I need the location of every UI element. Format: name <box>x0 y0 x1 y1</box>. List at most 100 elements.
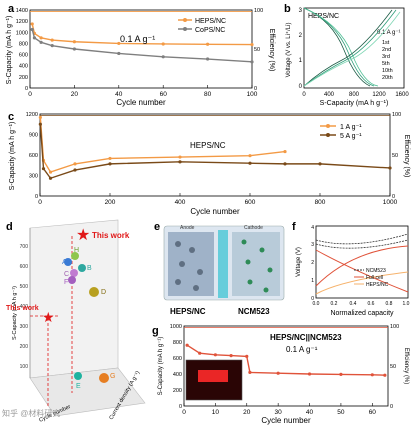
x-tick-label: 20 <box>243 409 251 416</box>
z-tick-700: 700 <box>20 244 29 250</box>
legend-f-1: NCM523 <box>366 268 386 274</box>
data-point <box>229 354 233 358</box>
f-xtick-3: 0.6 <box>368 301 375 307</box>
x-tick-label: 0 <box>38 199 42 206</box>
legend-marker-cops <box>183 27 187 31</box>
legend-cops: CoPS/NC <box>195 27 225 34</box>
chart-b: b HEPS/NC 0.1 A g⁻¹ 1st 2nd 3rd 5th 10th… <box>284 3 409 107</box>
f-xtick-0: 0.0 <box>313 301 320 307</box>
y-tick-label: 900 <box>29 133 38 139</box>
y-tick-label: 300 <box>29 174 38 180</box>
title-g: HEPS/NC||NCM523 <box>270 333 342 342</box>
x-tick-label: 60 <box>160 91 168 98</box>
x-axis-label-f: Normalized capacity <box>330 310 394 317</box>
y-tick-label: 600 <box>173 356 182 362</box>
cathode-particles <box>241 239 273 293</box>
y2-tick-label: 100 <box>254 8 263 14</box>
z-ticks: 100 200 300 400 500 600 700 <box>20 244 29 370</box>
y-axis-label-f: Voltage (V) <box>296 247 302 277</box>
point-b-icon <box>78 264 86 272</box>
panel-a-label: a <box>8 3 15 15</box>
z-tick-300: 300 <box>20 324 29 330</box>
y2-tick-label: 50 <box>390 364 396 370</box>
z-tick-100: 100 <box>20 364 29 370</box>
y2-tick-label: 50 <box>392 153 398 159</box>
legend-marker-5a <box>326 133 330 137</box>
x-axis-label-a: Cycle number <box>116 98 166 107</box>
y-ticks-f: 0 1 2 3 4 <box>311 225 314 302</box>
y-axis-label-a: S-Capacity (mA h g⁻¹) <box>6 16 13 85</box>
plot-frame-f <box>315 225 409 299</box>
f-ytick-2: 2 <box>311 260 314 266</box>
z-tick-200: 200 <box>20 344 29 350</box>
b-ytick-2: 2 <box>299 33 303 39</box>
x-tick-label: 200 <box>105 199 116 206</box>
legend-b-5: 10th <box>382 68 393 74</box>
x-tick-label: 30 <box>275 409 283 416</box>
panel-a: a 0 20 40 60 80 100 0 200 400 600 800 1000 1200 1400 0… <box>0 0 282 108</box>
this-work-top: This work <box>92 231 130 240</box>
point-c-icon <box>70 269 78 277</box>
data-point <box>318 162 322 166</box>
curve-ncm523 <box>315 233 409 245</box>
chart-f: f NCM523 Full cell HEPS/NC 0 1 2 3 4 0.0… <box>292 221 410 317</box>
charge-discharge-curves <box>303 7 401 87</box>
b-xtick-0: 0 <box>302 92 306 98</box>
y-tick-label: 1400 <box>16 8 28 14</box>
b-xtick-1: 400 <box>324 92 335 98</box>
x-tick-label: 40 <box>115 91 123 98</box>
star-icon-top: ★ <box>76 227 90 244</box>
curve-ncm523-b <box>315 239 409 249</box>
y2-tick-label: 0 <box>392 194 395 200</box>
data-point <box>41 167 46 171</box>
y-tick-label: 0 <box>179 404 182 410</box>
legend-f: NCM523 Full cell HEPS/NC <box>354 268 389 288</box>
y-tick-label: 1000 <box>170 324 182 330</box>
y2-axis-label-a: Efficiency (%) <box>268 29 275 72</box>
title-b: HEPS/NC <box>308 13 339 20</box>
data-point <box>161 55 165 59</box>
y2-tick-label: 100 <box>392 112 401 118</box>
x-axis-label-b: S-Capacity (mA h g⁻¹) <box>320 100 389 107</box>
separator <box>218 230 228 298</box>
f-xtick-1: 0.2 <box>331 301 338 307</box>
anode-caption: HEPS/NC <box>170 307 206 316</box>
x-tick-label: 1000 <box>383 199 398 206</box>
y-tick-label: 800 <box>173 340 182 346</box>
plot-frame-b <box>303 7 405 89</box>
data-point <box>250 42 254 47</box>
data-point <box>370 373 374 377</box>
curve-full-cell-b <box>315 249 409 293</box>
data-point <box>213 353 217 357</box>
z-tick-400: 400 <box>20 304 29 310</box>
x-tick-label: 0 <box>182 409 186 416</box>
title-c: HEPS/NC <box>190 141 226 150</box>
chart-c: c 0 200 400 600 800 100003006009001200050100 … <box>8 111 410 216</box>
y-tick-label: 0 <box>35 194 38 200</box>
point-f-icon <box>68 276 76 284</box>
battery-illustration: e Anode Cathode HEPS/NC NCM523 <box>154 221 285 316</box>
plot-frame-a <box>29 9 253 89</box>
watermark: 知乎 @材料研究 <box>2 409 61 418</box>
data-point <box>117 41 121 46</box>
f-ytick-4: 4 <box>311 225 314 231</box>
x-ticks-b: 0 400 800 1200 1600 <box>302 92 409 98</box>
plot-frame-c <box>39 113 391 197</box>
data-point <box>39 36 43 40</box>
x-tick-label: 100 <box>247 91 258 98</box>
data-point <box>283 149 287 154</box>
y-axis-label-b: Voltage (V vs. Li⁺/Li) <box>285 23 292 78</box>
data-point <box>383 373 387 377</box>
point-a-icon <box>64 258 72 266</box>
data-point <box>108 156 112 161</box>
legend-heps: HEPS/NC <box>195 18 226 25</box>
z-tick-500: 500 <box>20 284 29 290</box>
cathode-label: Cathode <box>244 225 263 231</box>
this-work-left: This work <box>6 305 39 312</box>
star-icon-left: ★ <box>42 309 55 325</box>
y-axis-label-c: S-Capacity (mA h g⁻¹) <box>9 122 16 191</box>
data-point <box>50 44 54 48</box>
point-c-label: C <box>64 271 69 278</box>
rate-label-g: 0.1 A g⁻¹ <box>286 345 318 354</box>
y-tick-label: 800 <box>19 41 28 47</box>
